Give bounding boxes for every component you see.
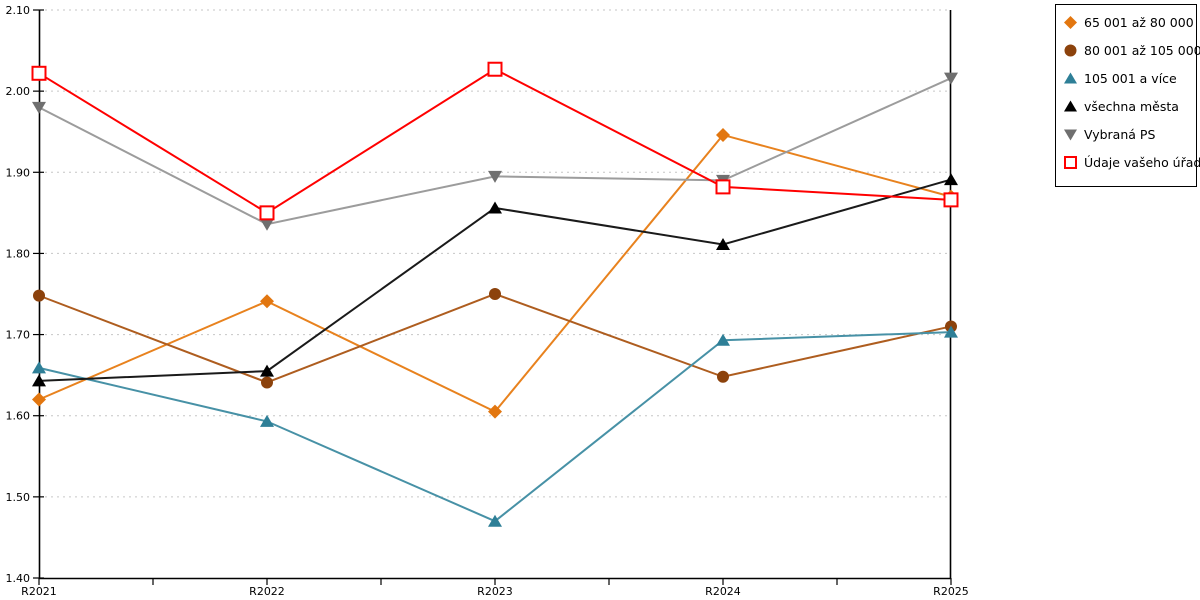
gridlines [39,9,951,498]
y-tick-label: 1.90 [6,166,31,179]
y-tick-label: 2.10 [6,4,31,17]
legend-label: všechna města [1084,99,1179,115]
y-tick-label: 1.60 [6,410,31,423]
legend-item-4: Vybraná PS [1063,126,1190,144]
triangle-up-icon [1064,100,1077,112]
diamond-icon [1064,15,1077,29]
x-tick-label: R2022 [249,585,285,598]
series-2 [32,325,958,527]
legend: 65 001 až 80 000 80 001 až 105 000 105 001… [1055,4,1200,187]
triangle-down-icon [1064,129,1077,141]
y-tick-label: 1.70 [6,329,31,342]
x-axis-labels: R2021 R2022 R2023 R2024 R2025 [21,578,969,598]
x-tick-label: R2021 [21,585,57,598]
x-tick-label: R2024 [705,585,741,598]
square-open-icon [1064,156,1077,170]
legend-item-3: všechna města [1063,98,1190,116]
y-tick-label: 2.00 [6,85,31,98]
series-3 [32,173,958,387]
circle-icon [1064,44,1077,57]
series-4 [32,72,958,231]
y-axis-labels: 2.10 2.00 1.90 1.80 1.70 1.60 1.50 1.40 [6,4,44,585]
y-tick-label: 1.80 [6,247,31,260]
legend-item-0: 65 001 až 80 000 [1063,13,1194,31]
legend-item-1: 80 001 až 105 000 [1063,41,1200,59]
y-tick-label: 1.40 [6,572,31,585]
legend-label: 80 001 až 105 000 [1084,42,1200,58]
x-tick-label: R2023 [477,585,513,598]
triangle-up-icon [1064,72,1077,84]
series-1 [33,288,957,389]
legend-label: Vybraná PS [1084,127,1156,143]
y-tick-label: 1.50 [6,491,31,504]
series-5 [31,61,959,221]
legend-label: Údaje vašeho úřadu [1084,155,1200,171]
legend-item-5: Údaje vašeho úřadu [1063,154,1200,172]
legend-item-2: 105 001 a více [1063,69,1190,87]
legend-label: 105 001 a více [1084,70,1177,86]
x-tick-label: R2025 [933,585,969,598]
legend-label: 65 001 až 80 000 [1084,14,1194,30]
